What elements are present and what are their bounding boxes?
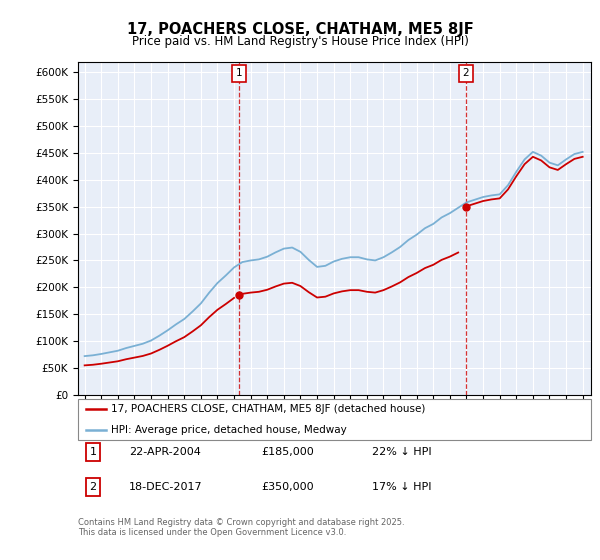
Text: 18-DEC-2017: 18-DEC-2017 (129, 482, 203, 492)
Text: 17, POACHERS CLOSE, CHATHAM, ME5 8JF (detached house): 17, POACHERS CLOSE, CHATHAM, ME5 8JF (de… (112, 404, 426, 414)
FancyBboxPatch shape (78, 399, 591, 440)
Text: £350,000: £350,000 (261, 482, 314, 492)
Text: 17, POACHERS CLOSE, CHATHAM, ME5 8JF: 17, POACHERS CLOSE, CHATHAM, ME5 8JF (127, 22, 473, 38)
Text: 1: 1 (236, 68, 242, 78)
Text: £185,000: £185,000 (261, 447, 314, 457)
Text: 17% ↓ HPI: 17% ↓ HPI (372, 482, 431, 492)
Text: 2: 2 (89, 482, 97, 492)
Text: Contains HM Land Registry data © Crown copyright and database right 2025.
This d: Contains HM Land Registry data © Crown c… (78, 518, 404, 538)
Text: 1: 1 (89, 447, 97, 457)
Text: 2: 2 (463, 68, 469, 78)
Text: 22% ↓ HPI: 22% ↓ HPI (372, 447, 431, 457)
Text: Price paid vs. HM Land Registry's House Price Index (HPI): Price paid vs. HM Land Registry's House … (131, 35, 469, 48)
Text: 22-APR-2004: 22-APR-2004 (129, 447, 201, 457)
Text: HPI: Average price, detached house, Medway: HPI: Average price, detached house, Medw… (112, 424, 347, 435)
